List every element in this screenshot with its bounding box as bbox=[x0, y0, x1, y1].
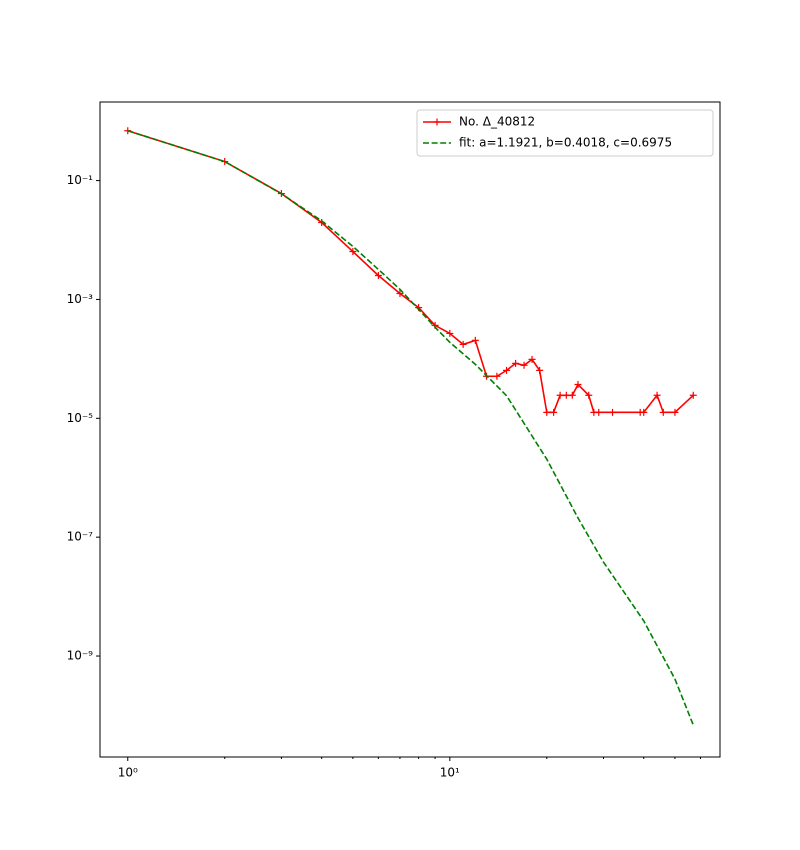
point-marker bbox=[585, 391, 593, 399]
point-marker bbox=[543, 408, 551, 416]
plot-frame bbox=[99, 101, 721, 758]
point-marker bbox=[609, 408, 617, 416]
point-marker bbox=[536, 366, 544, 374]
point-marker bbox=[689, 391, 697, 399]
point-marker bbox=[446, 329, 454, 337]
x-tick-label: 10⁰ bbox=[118, 766, 138, 780]
point-marker bbox=[562, 391, 570, 399]
point-marker bbox=[493, 372, 501, 380]
y-tick-label: 10⁻⁹ bbox=[67, 649, 94, 663]
point-marker bbox=[349, 248, 357, 256]
point-marker bbox=[550, 408, 558, 416]
y-tick-label: 10⁻⁵ bbox=[67, 411, 94, 425]
y-tick-label: 10⁻¹ bbox=[67, 173, 94, 187]
point-marker bbox=[671, 408, 679, 416]
series-line bbox=[127, 129, 694, 414]
point-marker bbox=[528, 355, 536, 363]
series-line bbox=[127, 129, 695, 726]
point-marker bbox=[595, 408, 603, 416]
point-marker bbox=[556, 391, 564, 399]
y-tick-label: 10⁻³ bbox=[67, 292, 94, 306]
y-tick-label: 10⁻⁷ bbox=[67, 530, 94, 544]
point-marker bbox=[574, 381, 582, 389]
point-marker bbox=[503, 366, 511, 374]
x-tick-label: 10¹ bbox=[440, 766, 460, 780]
point-marker bbox=[471, 336, 479, 344]
legend-box bbox=[416, 109, 714, 157]
point-marker bbox=[659, 408, 667, 416]
point-marker bbox=[520, 361, 528, 369]
point-marker bbox=[374, 271, 382, 279]
legend-marker bbox=[433, 118, 441, 126]
point-marker bbox=[568, 391, 576, 399]
point-marker bbox=[396, 289, 404, 297]
point-marker bbox=[512, 359, 520, 367]
legend-label: No. Δ_40812 bbox=[459, 115, 535, 129]
point-marker bbox=[459, 340, 467, 348]
point-marker bbox=[653, 391, 661, 399]
legend-label: fit: a=1.1921, b=0.4018, c=0.6975 bbox=[459, 136, 672, 150]
point-marker bbox=[640, 408, 648, 416]
